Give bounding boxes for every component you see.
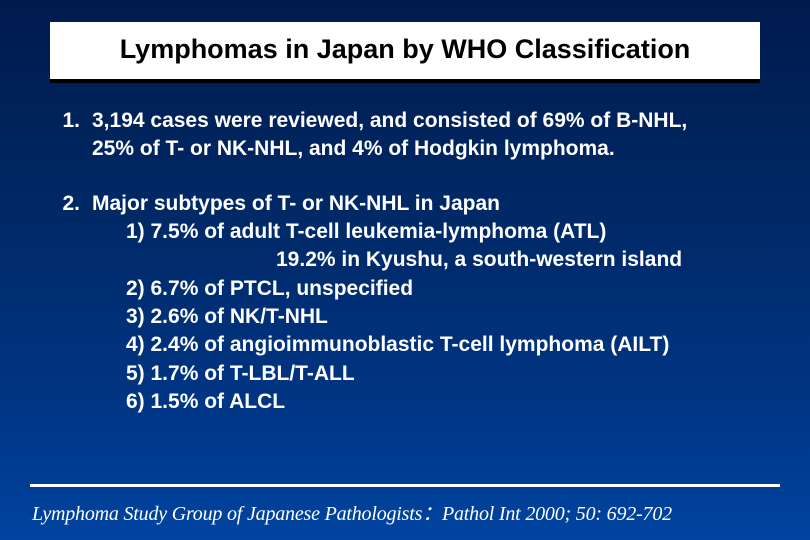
divider-line xyxy=(30,484,780,487)
subheading: Major subtypes of T- or NK-NHL in Japan xyxy=(92,190,772,218)
list-marker: 1. xyxy=(38,107,92,164)
list-marker: 2. xyxy=(38,190,92,417)
sublist-item: 5) 1.7% of T-LBL/T-ALL xyxy=(126,360,772,388)
slide-title: Lymphomas in Japan by WHO Classification xyxy=(68,34,742,65)
sublist-item: 3) 2.6% of NK/T-NHL xyxy=(126,303,772,331)
list-body: Major subtypes of T- or NK-NHL in Japan … xyxy=(92,190,772,417)
sublist-item: 1) 7.5% of adult T-cell leukemia-lymphom… xyxy=(126,218,772,246)
list-item-1: 1. 3,194 cases were reviewed, and consis… xyxy=(38,107,772,164)
slide-content: 1. 3,194 cases were reviewed, and consis… xyxy=(30,83,780,476)
citation: Lymphoma Study Group of Japanese Patholo… xyxy=(30,497,780,526)
sublist-item: 4) 2.4% of angioimmunoblastic T-cell lym… xyxy=(126,331,772,359)
list-item-2: 2. Major subtypes of T- or NK-NHL in Jap… xyxy=(38,190,772,417)
sublist-note: 19.2% in Kyushu, a south-western island xyxy=(126,246,772,274)
title-block: Lymphomas in Japan by WHO Classification xyxy=(50,22,760,83)
slide: Lymphomas in Japan by WHO Classification… xyxy=(0,0,810,540)
sublist: 1) 7.5% of adult T-cell leukemia-lymphom… xyxy=(92,218,772,416)
sublist-item: 2) 6.7% of PTCL, unspecified xyxy=(126,275,772,303)
list-body: 3,194 cases were reviewed, and consisted… xyxy=(92,107,772,164)
text-line: 25% of T- or NK-NHL, and 4% of Hodgkin l… xyxy=(92,135,772,163)
sublist-item: 6) 1.5% of ALCL xyxy=(126,388,772,416)
text-line: 3,194 cases were reviewed, and consisted… xyxy=(92,107,772,135)
